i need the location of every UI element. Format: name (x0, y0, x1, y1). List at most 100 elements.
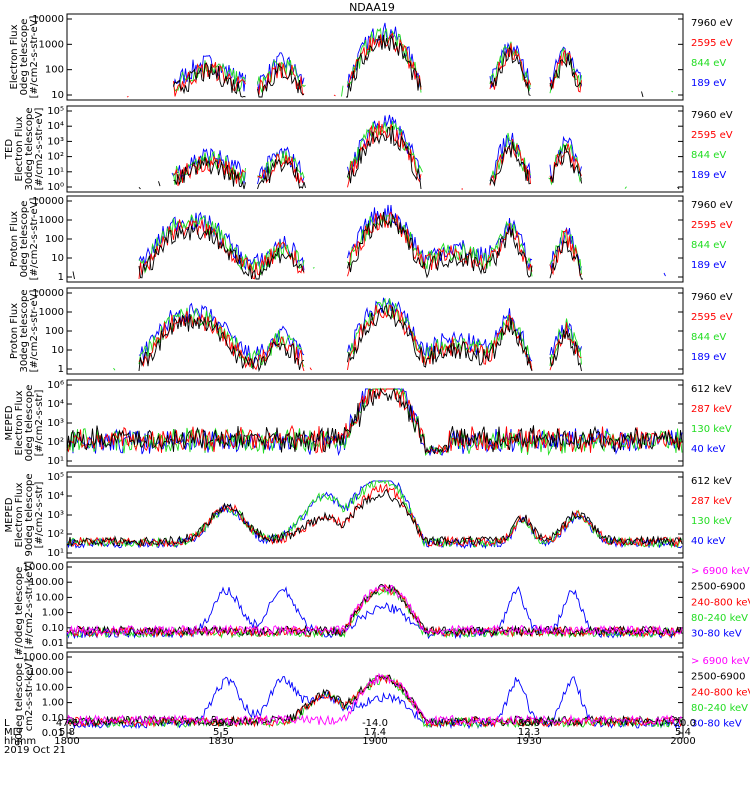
y-tick-label: 0.01 (42, 638, 64, 649)
y-tick-label: 100.00 (29, 667, 64, 678)
legend-entry: 2500-6900 (691, 582, 746, 593)
x-tick-label: 47.6 (56, 718, 78, 729)
y-tick-label: 10 (51, 345, 64, 356)
series-trace-red (66, 388, 683, 455)
y-tick-label: 1000 (39, 307, 64, 318)
legend-entry: 240-800 keV (691, 597, 750, 608)
legend-entry: 844 eV (691, 150, 726, 161)
y-tick-label: 100.00 (29, 577, 64, 588)
y-axis-label: TEDElectron Flux30deg telescope[#/cm2-s-… (4, 107, 45, 190)
legend-entry: 189 eV (691, 170, 726, 181)
y-axis-label: Proton Flux0deg telescope[#/cm2-s-str-eV… (9, 198, 40, 281)
legend-entry: > 6900 keV (691, 656, 750, 667)
legend-entry: 7960 eV (691, 18, 733, 29)
y-tick-label: 1000.00 (23, 652, 64, 663)
y-tick-label: 100 (45, 234, 64, 245)
y-tick-label: 10³ (47, 510, 64, 521)
legend-entry: 30-80 keV (691, 629, 742, 640)
y-tick-label: 10⁴ (47, 491, 64, 502)
y-tick-label: 1000 (39, 215, 64, 226)
y-axis-label: 0deg telescope[#/cm2-s-str-keV] (14, 561, 35, 649)
y-tick-label: 10⁵ (47, 472, 64, 483)
x-tick-label: 5.5 (213, 727, 229, 738)
legend-entry: 287 keV (691, 496, 732, 507)
panel-8: 1000.00 100.00 10.00 1.00 0.10 0.01 90deg tele… (14, 643, 750, 746)
y-tick-label: 10 (51, 90, 64, 101)
x-tick-label: 86.0 (518, 718, 540, 729)
y-tick-label: 10.00 (35, 592, 64, 603)
series-trace-black (139, 306, 682, 371)
legend-entry: 30-80 keV (691, 719, 742, 730)
y-tick-label: 10¹ (47, 548, 64, 559)
y-tick-label: 10¹ (47, 456, 64, 467)
x-tick-label: -20.0 (670, 718, 696, 729)
legend-entry: 7960 eV (691, 110, 733, 121)
x-tick-label: 1800 (54, 736, 79, 747)
y-tick-label: 10 (51, 253, 64, 264)
y-tick-label: 10² (47, 529, 64, 540)
plot-title: NDAA19 (349, 1, 395, 14)
x-row-label: hhmm (4, 736, 36, 747)
x-tick-label: 5.4 (675, 727, 691, 738)
y-tick-label: 1000 (39, 39, 64, 50)
series-trace-blue (174, 23, 681, 97)
series-trace-green (173, 27, 674, 97)
y-tick-label: 10² (47, 152, 64, 163)
series-trace-black (66, 584, 683, 638)
series-trace-blue (66, 480, 683, 550)
legend-entry: 189 eV (691, 352, 726, 363)
y-tick-label: 10000 (32, 14, 64, 25)
y-tick-label: 10² (47, 437, 64, 448)
legend-entry: 612 keV (691, 384, 732, 395)
x-tick-label: 5.8 (59, 727, 75, 738)
panel-frame (66, 105, 684, 193)
y-tick-label: 100 (45, 65, 64, 76)
y-tick-label: 100 (45, 326, 64, 337)
y-tick-label: 10⁰ (47, 182, 64, 193)
y-tick-label: 1.00 (42, 698, 64, 709)
y-tick-label: 0.10 (42, 713, 64, 724)
y-tick-label: 10000 (32, 196, 64, 207)
series-trace-red (127, 34, 681, 98)
y-axis-label: MEPEDElectron Flux0deg telescope[#/cm2-s… (4, 385, 45, 462)
legend-entry: 844 eV (691, 332, 726, 343)
series-trace-black (66, 387, 683, 455)
panel-7: 1000.00 100.00 10.00 1.00 0.10 0.01 0deg teles… (14, 561, 750, 649)
x-tick-label: 1930 (516, 736, 541, 747)
legend-entry: 2595 eV (691, 312, 733, 323)
y-tick-label: 0.10 (42, 623, 64, 634)
y-axis-label: 90deg telescope [#/cm2-s-str-keV] (14, 643, 35, 746)
series-trace-magenta (66, 672, 683, 727)
legend-entry: 844 eV (691, 58, 726, 69)
y-tick-label: 1 (58, 272, 64, 283)
legend-entry: 2595 eV (691, 38, 733, 49)
x-tick-label: -14.0 (362, 718, 388, 729)
legend-entry: 2595 eV (691, 130, 733, 141)
series-trace-red (139, 305, 642, 371)
legend-entry: 189 eV (691, 78, 726, 89)
panel-3: 10000 1000 100 10 1 Proton Flux0deg telescope… (9, 195, 733, 283)
y-axis-label: MEPEDElectron Flux90deg telescope[#/cm2-… (4, 473, 45, 556)
panel-frame (66, 13, 684, 101)
legend-entry: 130 keV (691, 516, 732, 527)
series-trace-green (114, 299, 626, 371)
legend-entry: 2500-6900 (691, 672, 746, 683)
panel-1: 10000 1000 100 10 Electron Flux0deg telescop… (9, 13, 733, 101)
series-trace-black (66, 674, 683, 728)
panel-4: 10000 1000 100 10 1 Proton Flux30deg telescop… (9, 287, 733, 375)
y-tick-label: 10⁶ (47, 380, 64, 391)
x-tick-label: 12.3 (518, 727, 540, 738)
y-tick-label: 1.00 (42, 608, 64, 619)
series-trace-black (138, 125, 680, 190)
y-tick-label: 1 (58, 364, 64, 375)
y-tick-label: 10⁴ (47, 399, 64, 410)
x-row-label: MLT (4, 727, 24, 738)
legend-entry: 189 eV (691, 260, 726, 271)
series-trace-black (174, 35, 675, 97)
series-trace-black (66, 488, 683, 547)
x-tick-label: 2000 (670, 736, 695, 747)
legend-entry: 612 keV (691, 476, 732, 487)
